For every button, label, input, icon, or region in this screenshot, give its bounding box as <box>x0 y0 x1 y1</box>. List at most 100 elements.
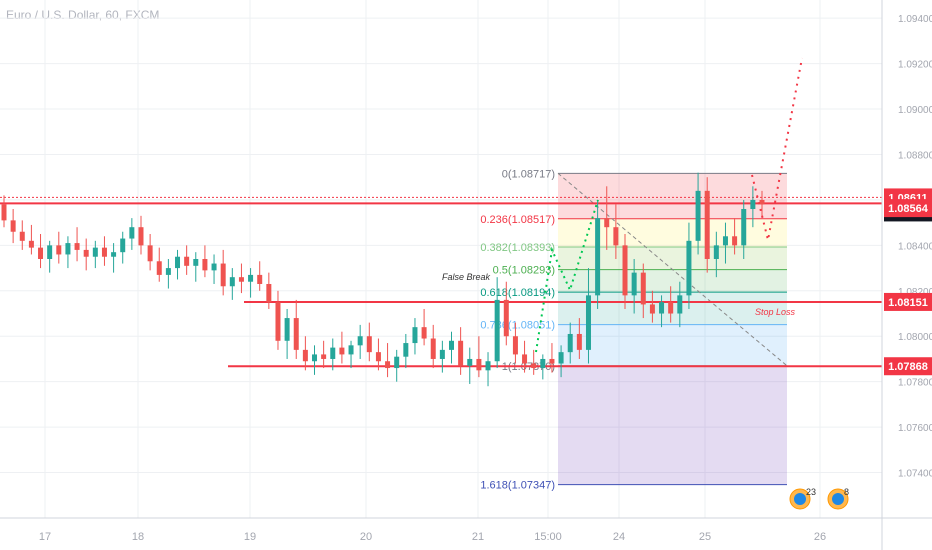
candle-body <box>56 245 62 255</box>
grid <box>0 0 882 518</box>
candles <box>1 172 765 387</box>
candle-body <box>668 302 674 314</box>
candle-body <box>111 252 117 257</box>
candle-body <box>677 295 683 314</box>
price-tick-label: 1.07400 <box>898 469 932 480</box>
candle-body <box>448 340 454 350</box>
price-label: 1.08151 <box>888 297 928 309</box>
time-tick-label: 25 <box>699 531 711 543</box>
candle-body <box>129 227 135 239</box>
candle-body <box>65 243 71 255</box>
candle-body <box>312 354 318 362</box>
candle-body <box>695 190 701 241</box>
fib-zone <box>558 246 787 270</box>
fib-zone <box>558 365 787 485</box>
candle-body <box>101 247 107 257</box>
price-tick-label: 1.07800 <box>898 378 932 389</box>
candle-body <box>202 259 208 271</box>
candle-body <box>394 356 400 369</box>
fib-zone <box>558 324 787 366</box>
candle-body <box>348 345 354 355</box>
candle-body <box>595 218 601 296</box>
fib-level-label: 0.618(1.08194) <box>480 287 555 299</box>
candle-body <box>220 263 226 287</box>
candle-body <box>357 336 363 346</box>
candle-body <box>494 299 500 362</box>
candle-body <box>759 199 765 205</box>
candle-body <box>585 295 591 350</box>
price-tick-label: 1.09400 <box>898 14 932 25</box>
candle-body <box>147 245 153 262</box>
candle-body <box>293 318 299 350</box>
candle-body <box>476 358 482 371</box>
price-tick-label: 1.09200 <box>898 60 932 71</box>
candle-body <box>156 261 162 275</box>
price-axis[interactable]: 1.094001.092001.090001.088001.086001.084… <box>881 0 932 550</box>
candle-body <box>439 349 445 359</box>
candle-body <box>257 274 263 284</box>
fib-zone <box>558 173 787 219</box>
candle-body <box>193 259 199 266</box>
candle-body <box>1 204 7 221</box>
projection-path <box>535 57 803 353</box>
candle-body <box>229 277 235 287</box>
fib-level-label: 0.382(1.08393) <box>480 242 555 254</box>
price-label: 1.08564 <box>888 203 929 215</box>
candle-body <box>613 227 619 246</box>
price-tick-label: 1.08400 <box>898 241 932 252</box>
candle-body <box>175 256 181 269</box>
time-tick-label: 15:00 <box>534 531 562 543</box>
candle-body <box>430 338 436 359</box>
candle-body <box>540 358 546 369</box>
price-tick-label: 1.08000 <box>898 332 932 343</box>
candle-body <box>531 363 537 369</box>
fib-level-label: 0(1.08717) <box>502 168 555 180</box>
candle-body <box>28 240 34 248</box>
time-tick-label: 20 <box>360 531 372 543</box>
fib-level-label: 1.618(1.07347) <box>480 480 555 492</box>
time-tick-label: 18 <box>132 531 144 543</box>
event-count: 23 <box>806 487 816 497</box>
candle-body <box>750 199 756 210</box>
candle-body <box>522 354 528 364</box>
fib-level-label: 0.236(1.08517) <box>480 214 555 226</box>
time-tick-label: 21 <box>472 531 484 543</box>
time-tick-label: 26 <box>814 531 826 543</box>
flag-icon-inner <box>794 493 806 505</box>
price-label-box <box>884 357 932 376</box>
candle-body <box>503 299 509 337</box>
candle-body <box>275 302 281 341</box>
candle-body <box>339 347 345 355</box>
candle-body <box>385 361 391 369</box>
fibonacci-retracement: 0(1.08717) 0.236(1.08517) 0.382(1.08393) 0.… <box>480 168 788 492</box>
candle-body <box>10 220 16 232</box>
candle-body <box>732 236 738 246</box>
time-tick-label: 19 <box>244 531 256 543</box>
annotations: False Break Stop Loss <box>442 272 796 317</box>
candle-body <box>458 340 464 366</box>
time-tick-label: 24 <box>613 531 625 543</box>
price-tick-label: 1.09000 <box>898 105 932 116</box>
fib-level-label: 0.786(1.08051) <box>480 320 555 332</box>
candle-body <box>704 190 710 259</box>
candle-body <box>366 336 372 353</box>
false-break-label: False Break <box>442 272 491 282</box>
candle-body <box>92 247 98 257</box>
price-label-box <box>884 199 932 218</box>
fib-level-label: 0.5(1.08293) <box>493 265 555 277</box>
fib-zone <box>558 269 787 293</box>
candle-body <box>38 247 44 259</box>
price-tick-label: 1.08800 <box>898 150 932 161</box>
horizontal-levels <box>0 196 882 368</box>
candle-body <box>266 283 272 303</box>
price-label: 1.07868 <box>888 361 928 373</box>
candle-body <box>485 361 491 371</box>
candle-body <box>604 218 610 228</box>
time-axis[interactable]: 17 18 19 20 21 15:00 24 25 26 <box>0 517 932 543</box>
candle-body <box>549 358 555 364</box>
candle-body <box>321 354 327 359</box>
candle-body <box>722 236 728 246</box>
candle-body <box>558 352 564 364</box>
candle-body <box>741 209 747 246</box>
